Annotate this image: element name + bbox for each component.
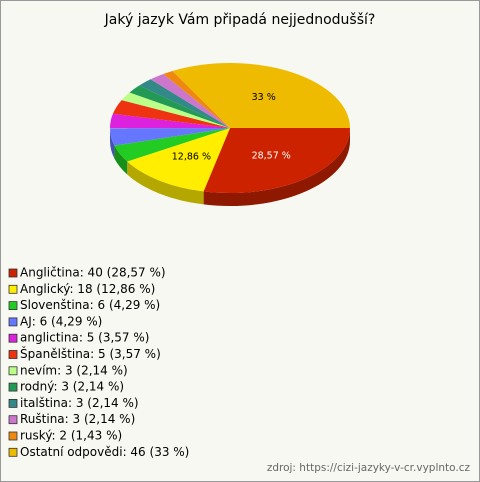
legend-swatch bbox=[8, 398, 18, 408]
legend-label: Angličtina: 40 (28,57 %) bbox=[20, 266, 166, 280]
legend-swatch bbox=[8, 317, 18, 327]
legend-label: rodný: 3 (2,14 %) bbox=[20, 380, 124, 394]
pie-slice-side bbox=[127, 161, 204, 205]
legend-label: Slovenština: 6 (4,29 %) bbox=[20, 298, 160, 312]
legend-label: Ostatní odpovědi: 46 (33 %) bbox=[20, 445, 189, 459]
legend-label: anglictina: 5 (3,57 %) bbox=[20, 331, 149, 345]
pie-slice bbox=[121, 92, 230, 128]
chart-title: Jaký jazyk Vám připadá nejjednodušší? bbox=[104, 12, 376, 28]
legend-swatch bbox=[8, 333, 18, 343]
pie-slice-side bbox=[114, 145, 128, 175]
legend-label: nevím: 3 (2,14 %) bbox=[20, 363, 128, 377]
data-label: 33 % bbox=[252, 92, 276, 103]
legend-swatch bbox=[8, 447, 18, 457]
pie-slice bbox=[172, 63, 350, 128]
legend-swatch bbox=[8, 366, 18, 376]
legend-label: Anglický: 18 (12,86 %) bbox=[20, 282, 155, 296]
pie-slice bbox=[127, 128, 230, 192]
pie-slice bbox=[139, 79, 230, 128]
data-label: 12,86 % bbox=[172, 151, 211, 162]
data-label: 28,57 % bbox=[252, 150, 291, 161]
pie-slice bbox=[110, 113, 230, 129]
legend-swatch bbox=[8, 268, 18, 278]
legend-label: ruský: 2 (1,43 %) bbox=[20, 429, 122, 443]
pie-slice bbox=[112, 100, 230, 128]
legend-swatch bbox=[8, 382, 18, 392]
pie-slice bbox=[114, 128, 230, 162]
legend-label: Ruština: 3 (2,14 %) bbox=[20, 412, 135, 426]
pie-slice bbox=[163, 70, 230, 128]
pie-slice bbox=[110, 128, 230, 146]
pie-slice bbox=[129, 85, 230, 128]
pie-slice-side bbox=[203, 128, 350, 206]
legend-swatch bbox=[8, 301, 18, 311]
legend-label: italština: 3 (2,14 %) bbox=[20, 396, 139, 410]
legend-swatch bbox=[8, 415, 18, 425]
source: zdroj: https://cizi-jazyky-v-cr.vyplnto.… bbox=[267, 462, 471, 474]
pie-slice bbox=[203, 128, 350, 193]
pie-slice-side bbox=[110, 128, 115, 159]
legend-swatch bbox=[8, 431, 18, 441]
pie-slice bbox=[150, 73, 230, 128]
legend-label: Španělština: 5 (3,57 %) bbox=[20, 346, 161, 361]
legend-swatch bbox=[8, 284, 18, 294]
legend-label: AJ: 6 (4,29 %) bbox=[20, 314, 102, 328]
legend-swatch bbox=[8, 350, 18, 359]
